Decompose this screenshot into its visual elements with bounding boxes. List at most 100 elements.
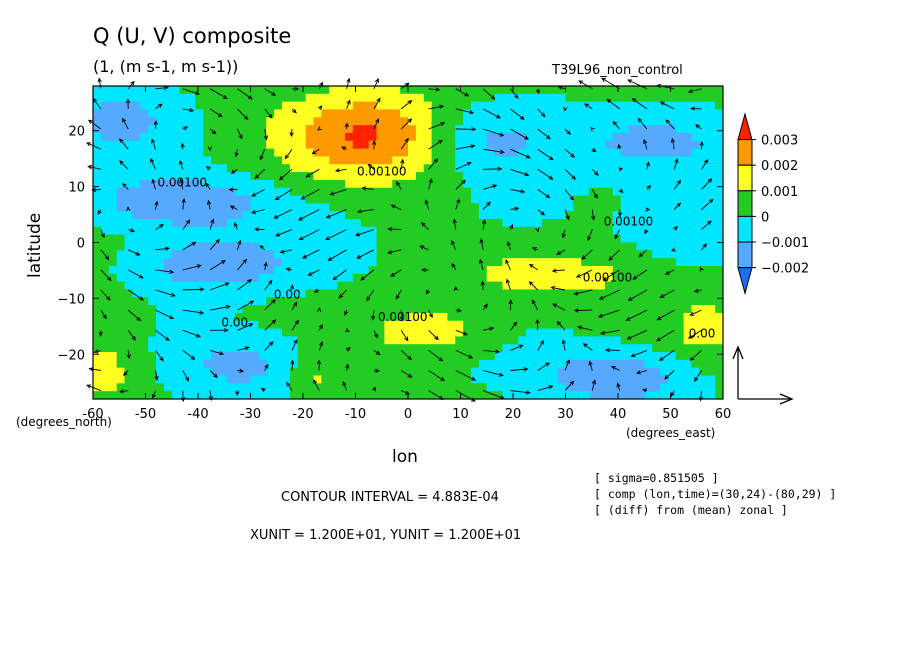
field-cell xyxy=(408,179,417,189)
field-cell xyxy=(581,258,590,267)
field-cell xyxy=(604,156,614,165)
field-cell xyxy=(289,86,299,95)
field-cell xyxy=(108,320,118,330)
field-cell xyxy=(400,86,409,95)
field-cell xyxy=(352,156,362,165)
field-cell xyxy=(455,242,464,251)
field-cell xyxy=(486,242,496,251)
wind-vector-shaft xyxy=(584,103,593,110)
field-cell xyxy=(187,203,196,212)
field-cell xyxy=(258,93,267,103)
field-cell xyxy=(463,250,472,259)
field-cell xyxy=(439,281,448,291)
field-cell xyxy=(234,226,244,236)
field-cell xyxy=(691,273,700,283)
wind-vector-head xyxy=(519,115,525,120)
wind-vector xyxy=(301,249,320,259)
field-cell xyxy=(368,211,378,220)
field-cell xyxy=(683,101,693,111)
field-cell xyxy=(360,109,370,118)
field-cell xyxy=(195,391,204,399)
field-cell xyxy=(573,156,582,165)
field-cell xyxy=(667,179,677,189)
field-cell xyxy=(581,336,590,345)
field-cell xyxy=(691,211,700,220)
field-cell xyxy=(486,125,496,134)
field-cell xyxy=(352,109,362,118)
field-cell xyxy=(557,140,567,150)
wind-vector xyxy=(264,88,276,96)
field-cell xyxy=(337,328,346,338)
field-cell xyxy=(526,242,535,251)
field-cell xyxy=(573,132,582,142)
field-cell xyxy=(699,383,708,392)
field-cell xyxy=(376,359,385,369)
x-tick-label: 30 xyxy=(557,407,574,422)
field-cell xyxy=(660,109,669,118)
wind-vector-head xyxy=(220,260,226,265)
field-cell xyxy=(274,219,283,228)
field-cell xyxy=(108,352,118,361)
wind-vector xyxy=(290,359,295,371)
wind-vector-shaft xyxy=(127,81,135,90)
field-cell xyxy=(226,273,236,283)
field-cell xyxy=(502,305,511,314)
wind-vector-shaft xyxy=(152,179,156,190)
field-cell xyxy=(242,352,252,361)
wind-vector xyxy=(155,85,169,90)
field-cell xyxy=(660,140,669,150)
field-cell xyxy=(360,117,370,126)
field-cell xyxy=(337,211,346,220)
wind-vector-shaft xyxy=(591,168,599,176)
field-cell xyxy=(628,86,637,95)
field-cell xyxy=(345,359,354,369)
wind-vector xyxy=(387,249,402,255)
field-cell xyxy=(313,179,322,189)
field-cell xyxy=(486,219,496,228)
wind-vector-shaft xyxy=(428,350,443,362)
field-cell xyxy=(352,101,362,111)
field-cell xyxy=(612,328,622,338)
field-cell xyxy=(565,320,574,330)
field-cell xyxy=(140,305,149,314)
field-cell xyxy=(313,172,322,181)
field-cell xyxy=(376,289,385,298)
wind-vector-head xyxy=(87,165,93,170)
wind-vector-head xyxy=(466,161,472,166)
field-cell xyxy=(266,172,275,181)
field-cell xyxy=(667,117,677,126)
wind-vector xyxy=(612,120,620,130)
field-cell xyxy=(274,132,283,142)
field-cell xyxy=(93,226,102,236)
field-cell xyxy=(116,344,126,353)
wind-vector xyxy=(400,118,413,130)
field-cell xyxy=(604,281,614,291)
field-cell xyxy=(266,164,275,173)
wind-vector xyxy=(591,168,599,176)
field-cell xyxy=(368,242,378,251)
field-cell xyxy=(282,148,291,158)
field-cell xyxy=(250,203,259,212)
field-cell xyxy=(171,344,181,353)
field-cell xyxy=(329,234,338,244)
field-cell xyxy=(226,242,236,251)
wind-vector-head xyxy=(305,173,311,178)
field-cell xyxy=(305,101,315,111)
wind-vector xyxy=(373,330,379,339)
field-cell xyxy=(329,250,338,259)
field-cell xyxy=(652,234,661,244)
field-cell xyxy=(541,219,551,228)
wind-vector-shaft xyxy=(537,189,550,198)
field-cell xyxy=(313,125,322,134)
field-cell xyxy=(683,312,693,322)
field-cell xyxy=(289,281,299,291)
field-cell xyxy=(604,320,614,330)
wind-vector-head xyxy=(581,255,586,260)
field-cell xyxy=(163,328,173,338)
field-cell xyxy=(660,101,669,111)
field-cell xyxy=(187,258,196,267)
wind-vector-shaft xyxy=(373,330,379,338)
wind-vector-head xyxy=(664,374,669,380)
field-cell xyxy=(289,367,299,377)
field-cell xyxy=(384,312,393,322)
